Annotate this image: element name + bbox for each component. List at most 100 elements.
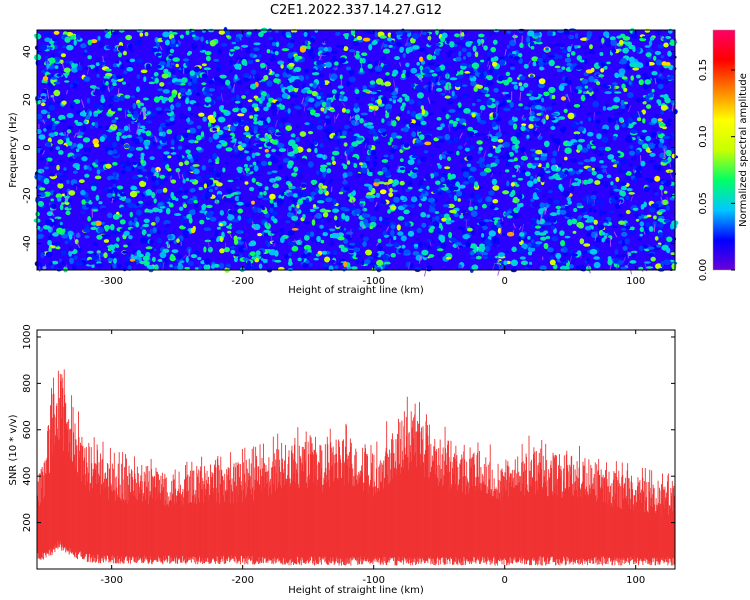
heatmap-cell <box>251 256 256 260</box>
heatmap-streak <box>71 154 75 160</box>
heatmap-cell <box>129 211 133 218</box>
heatmap-cell <box>416 121 422 126</box>
colorbar-gradient <box>713 30 735 270</box>
heatmap-cell <box>625 171 632 176</box>
heatmap-cell <box>624 175 632 183</box>
heatmap-streak <box>622 256 627 263</box>
heatmap-cell <box>392 145 399 150</box>
heatmap-streak <box>65 191 69 201</box>
heatmap-cell <box>508 55 514 59</box>
heatmap-cell <box>231 218 240 223</box>
heatmap-cell <box>392 179 400 186</box>
heatmap-cell <box>176 238 180 243</box>
heatmap-cell <box>471 112 476 118</box>
heatmap-cell <box>48 173 56 177</box>
heatmap-cell <box>141 168 148 172</box>
heatmap-cell <box>569 249 574 253</box>
heatmap-cell <box>660 104 668 111</box>
heatmap-cell <box>182 58 190 62</box>
heatmap-cell <box>132 161 138 166</box>
heatmap-cell <box>66 112 74 119</box>
heatmap-streak <box>594 233 597 242</box>
heatmap-cell <box>609 192 616 196</box>
heatmap-cell <box>179 87 186 93</box>
heatmap-cell <box>445 219 450 223</box>
heatmap-cell <box>288 258 292 265</box>
heatmap-cell <box>635 166 642 173</box>
heatmap-cell <box>441 32 448 39</box>
heatmap-streak <box>102 55 104 62</box>
heatmap-cell <box>653 215 657 220</box>
heatmap-cell <box>325 118 331 126</box>
heatmap-cell <box>473 97 477 103</box>
heatmap-cell <box>455 105 459 110</box>
heatmap-cell <box>488 68 493 74</box>
heatmap-cell <box>385 86 393 92</box>
heatmap-cell <box>340 206 348 211</box>
heatmap-cell <box>515 206 520 211</box>
heatmap-cell <box>246 217 254 224</box>
heatmap-streak <box>42 119 46 125</box>
heatmap-cell <box>105 163 112 169</box>
heatmap-cell <box>472 102 476 107</box>
heatmap-cell <box>223 126 230 131</box>
heatmap-cell <box>550 134 557 139</box>
heatmap-cell <box>663 219 671 223</box>
heatmap-streak <box>354 119 358 125</box>
heatmap-cell <box>322 262 330 268</box>
heatmap-cell <box>380 56 387 61</box>
heatmap-cell <box>482 246 486 251</box>
heatmap-cell <box>567 45 572 53</box>
heatmap-cell <box>432 220 439 228</box>
heatmap-cell <box>244 137 250 143</box>
heatmap-cell <box>53 224 59 228</box>
heatmap-cell <box>306 148 312 153</box>
heatmap-cell <box>390 205 397 211</box>
heatmap-cell <box>626 188 633 192</box>
heatmap-cell <box>149 228 154 235</box>
heatmap-cell <box>280 236 285 244</box>
heatmap-cell <box>515 184 520 187</box>
heatmap-streak <box>153 169 158 177</box>
heatmap-cell <box>161 37 167 41</box>
heatmap-cell <box>659 67 665 73</box>
heatmap-cell <box>486 255 493 260</box>
heatmap-cell <box>630 33 639 39</box>
heatmap-cell <box>641 36 649 39</box>
heatmap-cell <box>423 150 429 154</box>
heatmap-cell <box>642 85 649 90</box>
heatmap-cell <box>480 162 485 168</box>
heatmap-streak <box>488 64 491 70</box>
heatmap-cell <box>203 227 212 232</box>
heatmap-cell <box>158 95 164 100</box>
heatmap-cell <box>332 198 337 205</box>
heatmap-cell <box>235 116 241 121</box>
heatmap-cell <box>410 111 417 117</box>
heatmap-cell <box>311 90 318 97</box>
heatmap-cell <box>97 35 101 41</box>
heatmap-cell <box>278 232 283 237</box>
heatmap-streak <box>671 102 674 112</box>
heatmap-streak <box>517 166 521 174</box>
heatmap-cell <box>269 198 274 204</box>
heatmap-cell <box>552 264 558 270</box>
heatmap-cell <box>90 221 97 226</box>
heatmap-streak <box>512 223 516 229</box>
heatmap-cell <box>650 256 656 262</box>
heatmap-cell <box>225 194 232 199</box>
heatmap-cell <box>489 116 494 121</box>
heatmap-cell <box>349 207 357 211</box>
heatmap-cell <box>253 129 258 134</box>
heatmap-cell <box>58 114 66 121</box>
heatmap-cell <box>256 78 262 81</box>
heatmap-cell <box>319 166 327 173</box>
heatmap-cell <box>64 240 69 245</box>
heatmap-cell <box>304 40 309 46</box>
heatmap-cell <box>263 106 269 112</box>
heatmap-cell <box>450 179 458 182</box>
heatmap-streak <box>461 264 464 270</box>
heatmap-cell <box>502 190 510 195</box>
heatmap-cell <box>545 216 551 222</box>
heatmap-cell <box>300 158 308 165</box>
